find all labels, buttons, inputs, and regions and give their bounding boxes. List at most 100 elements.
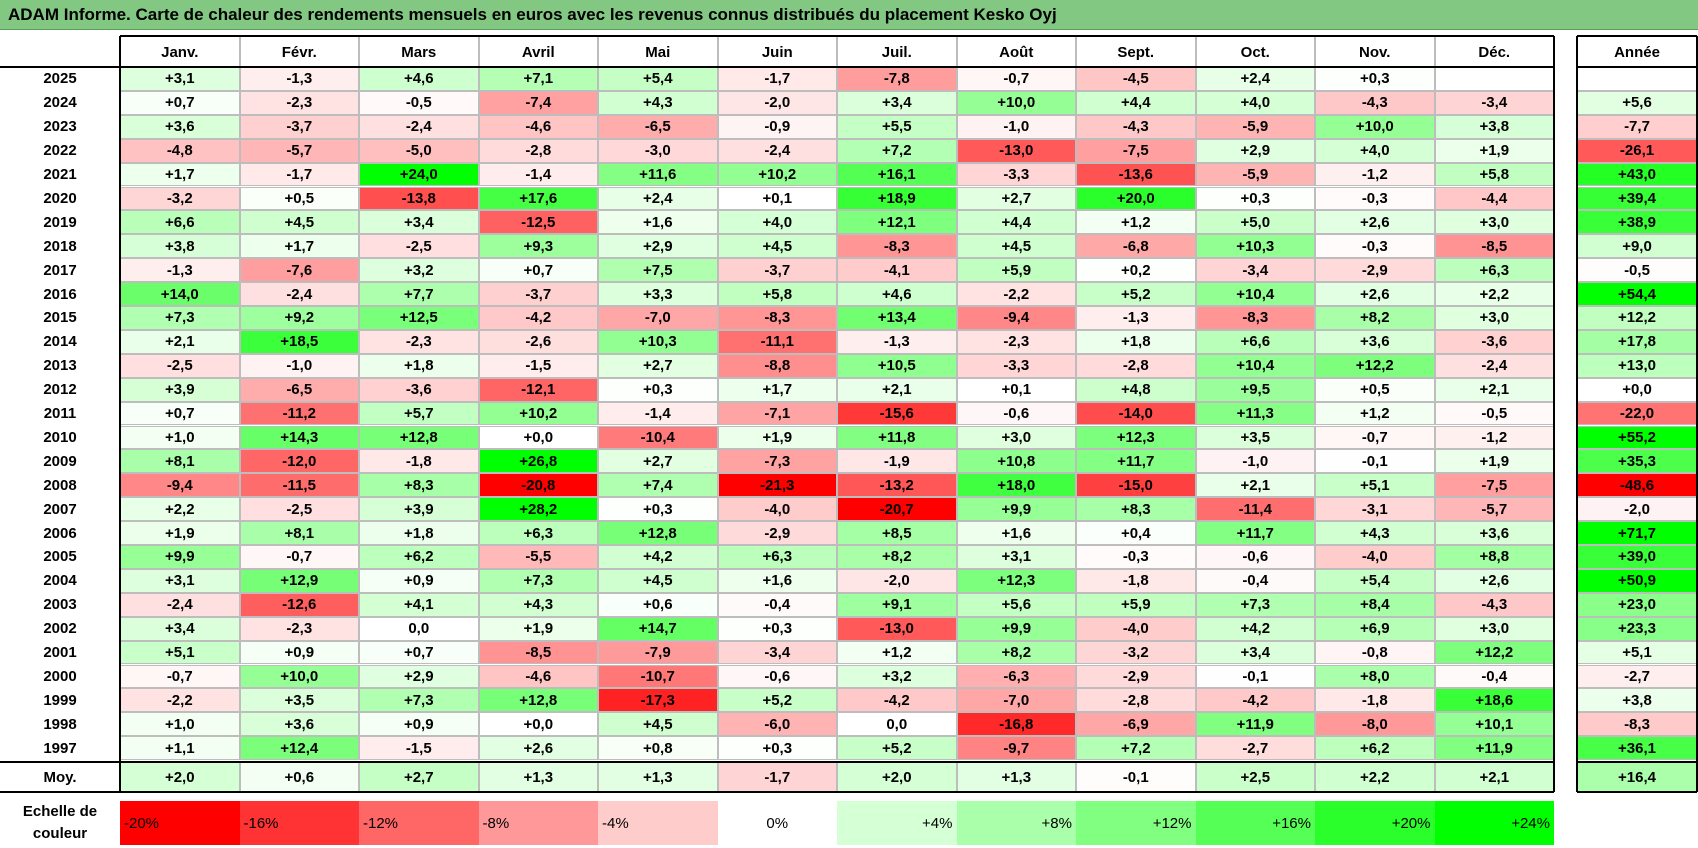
heatmap-cell: -2,5 <box>239 497 359 522</box>
annual-cell: +12,2 <box>1577 306 1697 330</box>
annual-cell: -2,7 <box>1577 664 1697 689</box>
year-label: 2007 <box>0 497 120 522</box>
heatmap-cell: -7,4 <box>478 90 598 115</box>
heatmap-cell: -2,9 <box>1076 664 1196 689</box>
heatmap-cell: -12,0 <box>239 449 359 474</box>
heatmap-cell: +3,0 <box>956 425 1076 450</box>
heatmap-cell: +3,4 <box>120 616 240 641</box>
heatmap-cell: +0,3 <box>717 736 837 761</box>
heatmap-cell: +20,0 <box>1076 186 1196 211</box>
heatmap-cell: -13,6 <box>1076 162 1196 187</box>
heatmap-cell: +12,4 <box>239 736 359 761</box>
heatmap-cell: -7,5 <box>1076 138 1196 163</box>
average-cell: +2,1 <box>1434 762 1554 792</box>
average-cell: +2,0 <box>837 762 957 792</box>
heatmap-cell: +10,4 <box>1195 353 1315 378</box>
heatmap-cell: +7,3 <box>478 568 598 593</box>
heatmap-cell: +8,1 <box>239 521 359 545</box>
heatmap-cell: +0,4 <box>1076 521 1196 545</box>
heatmap-cell: +5,0 <box>1195 210 1315 235</box>
heatmap-cell: +1,1 <box>120 736 240 761</box>
scale-swatch: -4% <box>598 801 718 845</box>
heatmap-cell: -2,8 <box>478 138 598 163</box>
heatmap-cell: +1,8 <box>359 521 479 545</box>
month-header: Sept. <box>1076 36 1196 68</box>
heatmap-cell: -7,8 <box>837 67 957 91</box>
heatmap-cell: -5,7 <box>239 138 359 163</box>
heatmap-cell: -1,7 <box>717 67 837 91</box>
heatmap-cell: -11,4 <box>1195 497 1315 522</box>
annual-cell: +5,6 <box>1577 90 1697 115</box>
heatmap-cell: +8,3 <box>359 473 479 498</box>
heatmap-cell: +8,2 <box>1315 306 1435 330</box>
heatmap-cell: -1,4 <box>478 162 598 187</box>
annual-cell: -0,5 <box>1577 258 1697 283</box>
heatmap-cell: +1,7 <box>239 234 359 259</box>
heatmap-cell: -2,8 <box>1076 353 1196 378</box>
heatmap-cell: +3,1 <box>120 67 240 91</box>
heatmap-cell: -2,4 <box>239 282 359 306</box>
heatmap-cell: +0,7 <box>478 258 598 283</box>
heatmap-cell: -4,6 <box>478 114 598 139</box>
heatmap-cell: +0,6 <box>598 592 718 617</box>
heatmap-cell: -3,7 <box>717 258 837 283</box>
heatmap-cell: +12,2 <box>1315 353 1435 378</box>
year-label: 2018 <box>0 234 120 259</box>
average-cell: +0,6 <box>239 762 359 792</box>
heatmap-cell: +12,3 <box>956 568 1076 593</box>
year-label: 2025 <box>0 67 120 91</box>
heatmap-cell: -5,5 <box>478 545 598 569</box>
heatmap-cell: +1,9 <box>120 521 240 545</box>
frame-right-main <box>1553 36 1555 792</box>
heatmap-cell: +2,4 <box>598 186 718 211</box>
annual-cell: +0,0 <box>1577 377 1697 402</box>
frame-left-year <box>1576 36 1578 792</box>
heatmap-cell: +10,3 <box>1195 234 1315 259</box>
month-header: Nov. <box>1315 36 1435 68</box>
heatmap-cell: +3,0 <box>1434 616 1554 641</box>
heatmap-cell: -1,2 <box>1315 162 1435 187</box>
heatmap-cell: -4,6 <box>478 664 598 689</box>
heatmap-cell: +6,6 <box>120 210 240 235</box>
heatmap-cell: +3,0 <box>1434 210 1554 235</box>
heatmap-cell: +4,6 <box>837 282 957 306</box>
heatmap-cell: +4,5 <box>956 234 1076 259</box>
heatmap-cell: -0,7 <box>120 664 240 689</box>
heatmap-cell: +1,9 <box>717 425 837 450</box>
heatmap-cell: +11,7 <box>1195 521 1315 545</box>
heatmap-cell: +12,1 <box>837 210 957 235</box>
heatmap-cell: +4,2 <box>598 545 718 569</box>
average-cell: -1,7 <box>717 762 837 792</box>
heatmap-cell: -1,5 <box>478 353 598 378</box>
heatmap-cell: +7,2 <box>1076 736 1196 761</box>
heatmap-cell: +2,7 <box>598 353 718 378</box>
avg-top-rule <box>0 761 1554 763</box>
heatmap-cell: +4,8 <box>1076 377 1196 402</box>
heatmap-cell: -4,2 <box>837 688 957 713</box>
average-cell: +1,3 <box>956 762 1076 792</box>
heatmap-cell: +10,4 <box>1195 282 1315 306</box>
heatmap-cell: -1,7 <box>239 162 359 187</box>
heatmap-cell: -1,0 <box>956 114 1076 139</box>
annual-cell: +35,3 <box>1577 449 1697 474</box>
heatmap-cell: +1,7 <box>120 162 240 187</box>
heatmap-cell: -12,1 <box>478 377 598 402</box>
heatmap-cell: +2,7 <box>956 186 1076 211</box>
annual-cell: +54,4 <box>1577 282 1697 306</box>
heatmap-cell: -1,0 <box>1195 449 1315 474</box>
year-label: 2022 <box>0 138 120 163</box>
heatmap-cell: -8,5 <box>1434 234 1554 259</box>
heatmap-cell: +9,9 <box>956 616 1076 641</box>
annual-cell: +38,9 <box>1577 210 1697 235</box>
heatmap-cell: +0,7 <box>120 90 240 115</box>
heatmap-cell: +0,3 <box>598 377 718 402</box>
heatmap-cell: +5,8 <box>717 282 837 306</box>
heatmap-cell: +6,6 <box>1195 329 1315 354</box>
year-label: 2017 <box>0 258 120 283</box>
annual-cell: -22,0 <box>1577 401 1697 426</box>
heatmap-cell: +12,8 <box>478 688 598 713</box>
heatmap-cell: -6,5 <box>598 114 718 139</box>
heatmap-cell: -2,3 <box>956 329 1076 354</box>
heatmap-cell: +1,2 <box>837 640 957 665</box>
heatmap-cell: +1,6 <box>956 521 1076 545</box>
